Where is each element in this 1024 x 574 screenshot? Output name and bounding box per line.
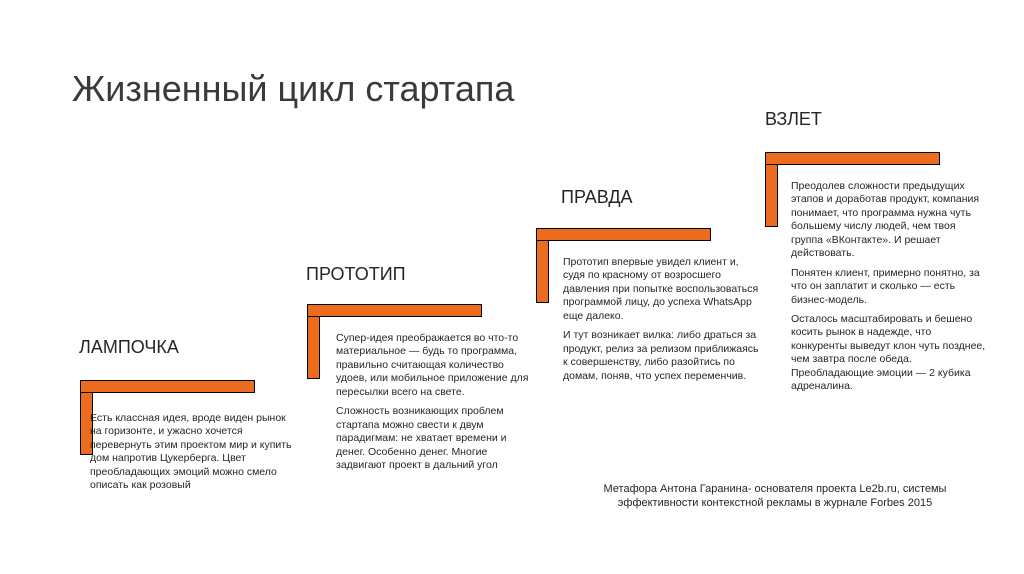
stage-description-vzlet: Преодолев сложности предыдущих этапов и … (791, 180, 989, 400)
stage-label-pravda: ПРАВДА (561, 187, 633, 208)
stage-description-lampochka: Есть классная идея, вроде виден рынок на… (90, 412, 295, 499)
stage-paragraph: Понятен клиент, примерно понятно, за что… (791, 267, 989, 307)
stage-paragraph: Прототип впервые увидел клиент и, судя п… (563, 256, 761, 323)
stage-description-prototip: Супер-идея преображается во что-то матер… (336, 332, 536, 478)
stage-paragraph: Преодолев сложности предыдущих этапов и … (791, 180, 989, 261)
stage-paragraph: Есть классная идея, вроде виден рынок на… (90, 412, 295, 493)
stage-paragraph: Сложность возникающих проблем стартапа м… (336, 405, 536, 472)
stage-paragraph: Осталось масштабировать и бешено косить … (791, 313, 989, 394)
stage-paragraph: Супер-идея преображается во что-то матер… (336, 332, 536, 399)
attribution-text: Метафора Антона Гаранина- основателя про… (600, 482, 950, 510)
stage-label-vzlet: ВЗЛЕТ (765, 109, 822, 130)
stage-description-pravda: Прототип впервые увидел клиент и, судя п… (563, 256, 761, 389)
stage-label-lampochka: ЛАМПОЧКА (79, 337, 179, 358)
stage-paragraph: И тут возникает вилка: либо драться за п… (563, 329, 761, 383)
page-title: Жизненный цикл стартапа (72, 68, 514, 110)
stage-label-prototip: ПРОТОТИП (306, 264, 406, 285)
